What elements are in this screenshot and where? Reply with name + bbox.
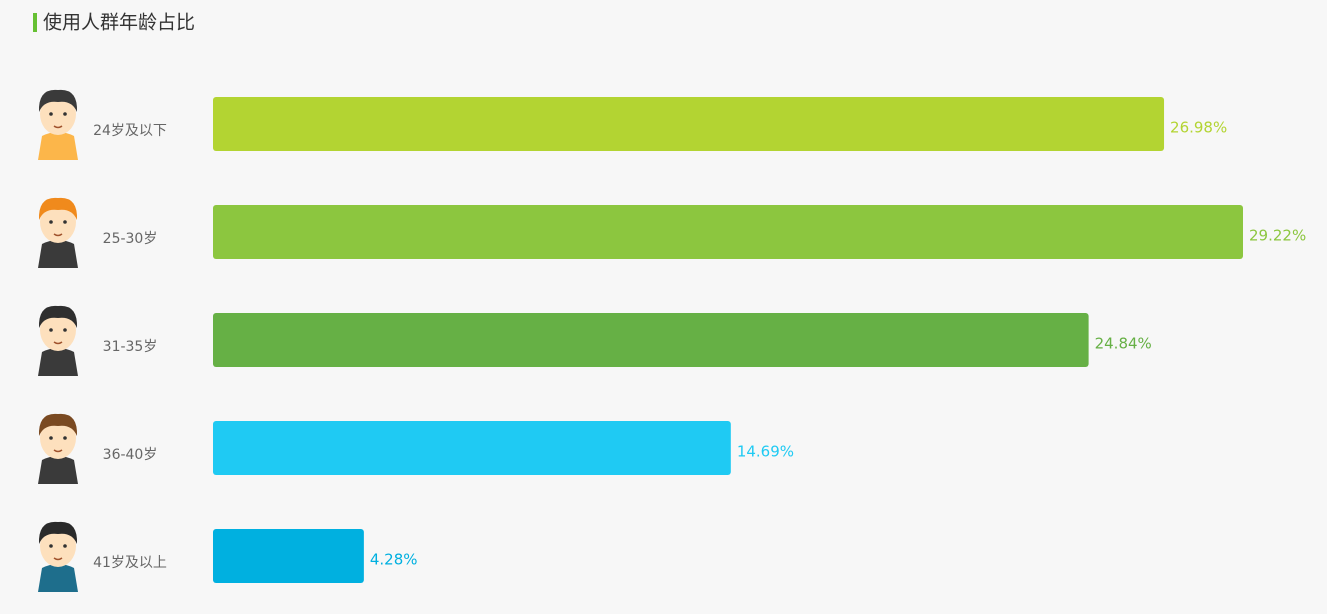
- avatar-face: [40, 309, 76, 351]
- avatar-hair: [38, 89, 78, 112]
- value-label: 4.28%: [370, 551, 418, 569]
- avatar-mouth: [53, 449, 63, 453]
- avatar-eye: [63, 544, 67, 548]
- category-label: 25-30岁: [103, 231, 158, 247]
- avatar-body: [38, 132, 78, 160]
- avatar: [38, 413, 78, 484]
- avatar-body: [38, 564, 78, 592]
- avatar-face: [40, 201, 76, 243]
- avatar-mouth: [53, 557, 63, 561]
- avatar: [38, 305, 78, 376]
- avatar-body: [38, 348, 78, 376]
- avatar-face: [40, 525, 76, 567]
- bar: [213, 421, 731, 475]
- title-accent: [33, 13, 37, 32]
- avatar-hair: [38, 197, 78, 220]
- avatar: [38, 521, 78, 592]
- category-label: 24岁及以下: [93, 123, 167, 139]
- avatar-hair: [38, 521, 78, 544]
- value-label: 26.98%: [1170, 119, 1227, 137]
- avatar-body: [38, 240, 78, 268]
- bar: [213, 529, 364, 583]
- bar: [213, 313, 1089, 367]
- avatar-eye: [63, 112, 67, 116]
- category-label: 41岁及以上: [93, 555, 167, 571]
- category-label: 31-35岁: [103, 339, 158, 355]
- value-label: 14.69%: [737, 443, 794, 461]
- bar: [213, 97, 1165, 151]
- avatar-eye: [49, 328, 53, 332]
- chart-title: 使用人群年龄占比: [43, 12, 195, 34]
- avatar-face: [40, 93, 76, 135]
- avatar-mouth: [53, 341, 63, 345]
- avatar-eye: [63, 436, 67, 440]
- avatar-eye: [49, 544, 53, 548]
- avatar-hair: [38, 305, 78, 328]
- value-label: 29.22%: [1249, 227, 1306, 245]
- avatar-eye: [63, 328, 67, 332]
- avatar-eye: [49, 112, 53, 116]
- avatar: [38, 89, 78, 160]
- avatar-mouth: [53, 125, 63, 129]
- avatar-eye: [49, 220, 53, 224]
- avatar-hair: [38, 413, 78, 436]
- avatar-eye: [49, 436, 53, 440]
- avatar: [38, 197, 78, 268]
- avatar-body: [38, 456, 78, 484]
- avatar-mouth: [53, 233, 63, 237]
- avatar-face: [40, 417, 76, 459]
- category-label: 36-40岁: [103, 447, 158, 463]
- value-label: 24.84%: [1095, 335, 1152, 353]
- avatar-eye: [63, 220, 67, 224]
- bar: [213, 205, 1243, 259]
